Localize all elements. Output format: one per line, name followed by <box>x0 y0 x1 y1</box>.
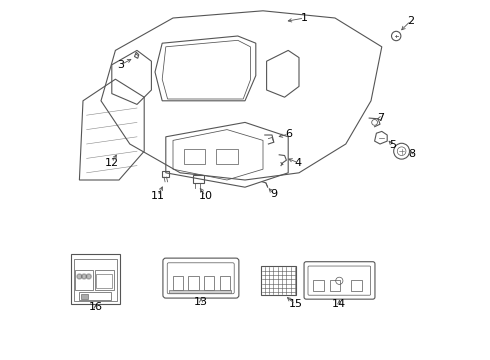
Bar <box>189 276 198 290</box>
Bar <box>81 294 88 299</box>
Circle shape <box>81 274 87 279</box>
Text: 15: 15 <box>289 299 302 309</box>
Bar <box>314 280 324 291</box>
Bar <box>216 149 238 164</box>
Bar <box>95 270 114 290</box>
Text: 14: 14 <box>332 299 346 309</box>
Text: 10: 10 <box>198 191 212 201</box>
Bar <box>261 266 296 295</box>
Text: 16: 16 <box>89 302 102 312</box>
Bar <box>75 270 93 290</box>
Text: 9: 9 <box>270 189 277 199</box>
Text: 13: 13 <box>194 297 208 307</box>
Text: 5: 5 <box>389 140 396 150</box>
Bar <box>162 171 169 177</box>
Circle shape <box>77 274 82 279</box>
Text: 12: 12 <box>105 158 119 168</box>
Text: 3: 3 <box>117 60 124 70</box>
Bar <box>220 276 230 290</box>
Bar <box>96 274 112 288</box>
Bar <box>204 276 215 290</box>
Text: 4: 4 <box>294 158 302 168</box>
Bar <box>330 280 341 291</box>
Bar <box>170 290 231 293</box>
Bar <box>184 149 205 164</box>
Bar <box>74 259 117 301</box>
Text: 8: 8 <box>408 149 415 159</box>
Text: 11: 11 <box>151 191 165 201</box>
Bar <box>193 175 204 183</box>
Circle shape <box>86 274 91 279</box>
Bar <box>351 280 362 291</box>
Text: 6: 6 <box>285 129 293 139</box>
Text: 7: 7 <box>377 113 385 123</box>
Text: 1: 1 <box>301 13 308 23</box>
Bar <box>72 254 120 304</box>
Bar <box>79 292 111 300</box>
Text: 2: 2 <box>407 16 414 26</box>
Bar <box>173 276 183 290</box>
